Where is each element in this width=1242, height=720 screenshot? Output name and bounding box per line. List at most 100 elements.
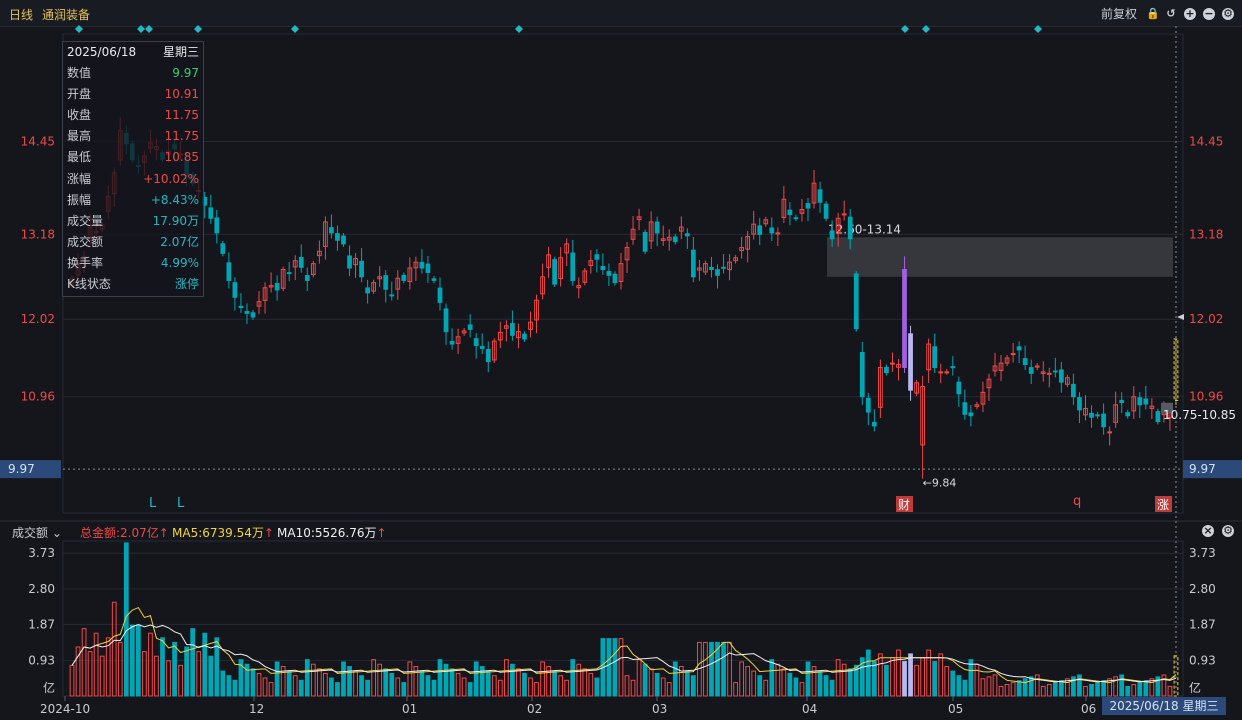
volume-bar — [111, 601, 117, 697]
candle-body — [1131, 396, 1137, 412]
candle-body — [793, 217, 799, 220]
volume-bar — [799, 682, 805, 697]
info-row: 振幅 +8.43% — [63, 190, 203, 211]
volume-bar — [841, 663, 847, 697]
info-row: 收盘 11.75 — [63, 105, 203, 126]
volume-bar — [87, 651, 93, 697]
x-axis-label: 12 — [249, 702, 264, 716]
candle-body — [268, 285, 274, 288]
finance-marker-bg — [896, 496, 913, 512]
candle-body — [250, 312, 256, 318]
zoom-out-icon[interactable]: − — [1203, 6, 1215, 20]
info-row: K线状态 涨停 — [63, 274, 203, 295]
volume-bar — [733, 682, 738, 697]
volume-bar — [865, 649, 871, 697]
volume-bar — [1143, 680, 1149, 697]
volume-bar — [154, 655, 159, 697]
volume-bar — [1077, 674, 1082, 697]
candle-body — [238, 305, 244, 309]
candle-body — [570, 252, 576, 281]
volume-bar — [467, 682, 473, 697]
volume-bar — [944, 666, 950, 697]
volume-bar — [196, 651, 202, 697]
signal-marker: L — [149, 496, 157, 511]
candle-body — [1058, 369, 1064, 383]
toolbar-actions: 前复权 🔒 ↺ + − ⚙ — [1101, 5, 1234, 22]
candle-body — [232, 282, 238, 298]
close-icon[interactable]: × — [1202, 524, 1214, 537]
volume-axis-label-left: 1.87 — [28, 617, 55, 631]
candle-body — [968, 412, 974, 417]
volume-bar — [148, 632, 153, 697]
event-marker-icon — [922, 25, 930, 33]
volume-bar — [938, 653, 944, 697]
volume-bar — [606, 638, 612, 697]
volume-bar — [896, 649, 901, 697]
price-pointer-icon — [1177, 314, 1184, 320]
x-axis-label: 2024-10 — [40, 702, 90, 716]
candle-body — [256, 301, 262, 307]
candle-body — [540, 276, 545, 295]
volume-bar — [280, 666, 286, 697]
candle-body — [896, 364, 901, 368]
candle-body — [745, 236, 751, 250]
volume-axis-label-right: 0.93 — [1189, 653, 1216, 667]
volume-indicator-select[interactable]: 成交额 ⌄ — [12, 526, 62, 540]
candle-body — [908, 333, 913, 391]
undo-icon[interactable]: ↺ — [1166, 6, 1176, 20]
volume-bar — [528, 677, 533, 697]
candle-body — [558, 257, 564, 280]
price-axis-label-left: 10.96 — [21, 390, 55, 404]
adjust-button[interactable]: 前复权 — [1100, 7, 1137, 21]
candle-body — [226, 262, 232, 281]
volume-bar — [238, 659, 244, 697]
settings-icon[interactable]: ⚙ — [1222, 524, 1234, 537]
candle-body — [534, 299, 539, 321]
candle-body — [950, 366, 956, 369]
zoom-in-icon[interactable]: + — [1184, 6, 1196, 20]
volume-bar — [986, 676, 992, 697]
period-label[interactable]: 日线 — [9, 8, 34, 22]
candle-body — [709, 267, 714, 270]
candle-body — [443, 308, 449, 333]
volume-bar — [485, 670, 491, 697]
settings-icon[interactable]: ⚙ — [1222, 6, 1234, 20]
candle-body — [546, 254, 551, 268]
candle-body — [751, 223, 757, 235]
candle-body — [781, 198, 787, 218]
candle-body — [859, 352, 865, 398]
volume-bar — [292, 675, 298, 697]
candle-body — [811, 182, 817, 204]
candle-body — [962, 402, 968, 415]
volume-bar — [859, 657, 865, 697]
volume-bar — [510, 663, 515, 697]
candle-body — [884, 366, 889, 374]
candle-body — [691, 249, 696, 278]
candle-body — [341, 235, 346, 245]
lock-icon[interactable]: 🔒 — [1146, 6, 1160, 20]
candle-body — [425, 263, 431, 273]
candle-body — [1077, 397, 1082, 411]
volume-bar — [751, 670, 757, 697]
volume-bar — [727, 641, 732, 697]
volume-bar — [588, 672, 594, 697]
candle-body — [618, 263, 624, 282]
volume-bar — [672, 661, 678, 697]
volume-bar — [546, 666, 551, 697]
volume-bar — [950, 670, 956, 697]
volume-axis-label-left: 2.80 — [28, 582, 55, 596]
volume-bar — [81, 628, 87, 697]
info-value: +10.02% — [143, 171, 199, 186]
info-label: 数值 — [67, 66, 92, 81]
volume-bar — [1046, 684, 1052, 697]
volume-bar — [431, 679, 437, 697]
volume-bar — [1089, 684, 1094, 697]
volume-bar — [878, 653, 883, 697]
volume-axis-label-right: 1.87 — [1189, 617, 1216, 631]
candle-body — [214, 217, 220, 234]
candle-body — [678, 226, 684, 232]
volume-ma5-text: MA5:6739.54万 — [172, 526, 264, 540]
volume-bar — [226, 675, 232, 697]
candle-body — [407, 267, 413, 283]
